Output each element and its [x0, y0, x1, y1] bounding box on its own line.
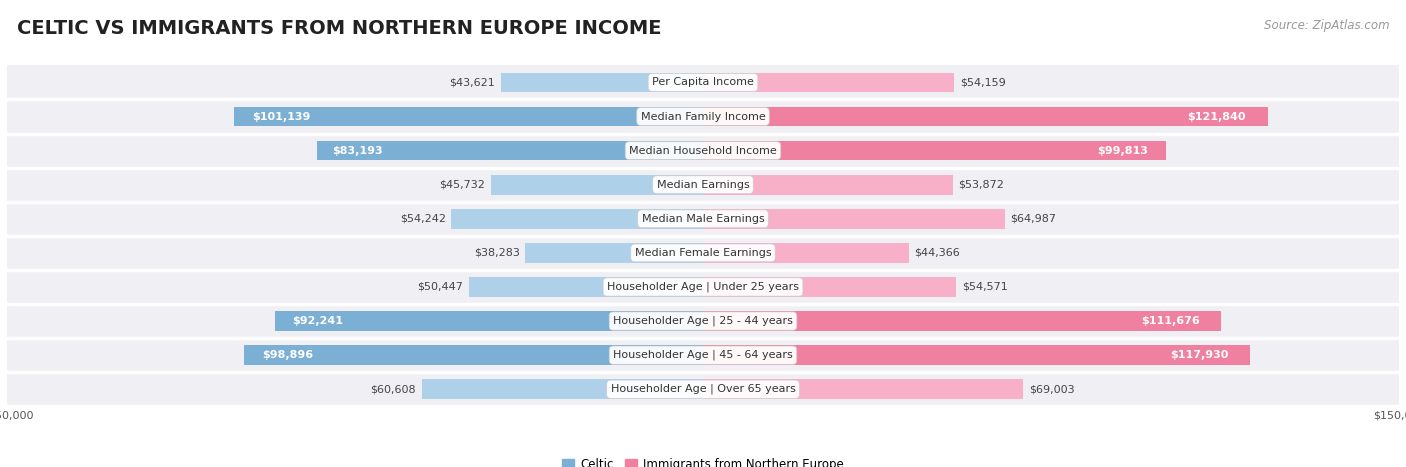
Text: $45,732: $45,732 — [439, 180, 485, 190]
Bar — [703, 277, 956, 297]
Text: Householder Age | Over 65 years: Householder Age | Over 65 years — [610, 384, 796, 395]
Bar — [703, 141, 1166, 161]
Text: $64,987: $64,987 — [1010, 214, 1056, 224]
Bar — [491, 175, 703, 195]
Bar — [316, 141, 703, 161]
Bar — [422, 379, 703, 399]
Text: $50,447: $50,447 — [418, 282, 464, 292]
Bar — [7, 99, 1399, 134]
Text: $98,896: $98,896 — [263, 350, 314, 360]
Text: Householder Age | Under 25 years: Householder Age | Under 25 years — [607, 282, 799, 292]
Text: $101,139: $101,139 — [253, 112, 311, 121]
Text: Median Household Income: Median Household Income — [628, 146, 778, 156]
Bar — [245, 345, 703, 365]
Text: Source: ZipAtlas.com: Source: ZipAtlas.com — [1264, 19, 1389, 32]
Text: $111,676: $111,676 — [1142, 316, 1201, 326]
Bar — [7, 134, 1399, 168]
Text: $54,571: $54,571 — [962, 282, 1008, 292]
Text: Median Family Income: Median Family Income — [641, 112, 765, 121]
Bar — [7, 168, 1399, 202]
Text: $43,621: $43,621 — [450, 78, 495, 87]
Text: $83,193: $83,193 — [332, 146, 382, 156]
Text: Householder Age | 25 - 44 years: Householder Age | 25 - 44 years — [613, 316, 793, 326]
Text: Householder Age | 45 - 64 years: Householder Age | 45 - 64 years — [613, 350, 793, 361]
Bar — [276, 311, 703, 331]
Bar — [703, 243, 908, 263]
Text: Median Earnings: Median Earnings — [657, 180, 749, 190]
Bar — [451, 209, 703, 229]
Legend: Celtic, Immigrants from Northern Europe: Celtic, Immigrants from Northern Europe — [558, 453, 848, 467]
Text: $38,283: $38,283 — [474, 248, 520, 258]
Bar — [7, 65, 1399, 99]
Text: $117,930: $117,930 — [1170, 350, 1229, 360]
Text: $60,608: $60,608 — [371, 384, 416, 394]
Text: $121,840: $121,840 — [1187, 112, 1246, 121]
Text: CELTIC VS IMMIGRANTS FROM NORTHERN EUROPE INCOME: CELTIC VS IMMIGRANTS FROM NORTHERN EUROP… — [17, 19, 661, 38]
Bar — [233, 106, 703, 127]
Text: $54,159: $54,159 — [960, 78, 1005, 87]
Text: Median Male Earnings: Median Male Earnings — [641, 214, 765, 224]
Bar — [703, 345, 1250, 365]
Bar — [7, 304, 1399, 338]
Bar — [7, 236, 1399, 270]
Bar — [501, 72, 703, 92]
Text: $69,003: $69,003 — [1029, 384, 1074, 394]
Text: $92,241: $92,241 — [292, 316, 343, 326]
Text: $53,872: $53,872 — [959, 180, 1004, 190]
Bar — [526, 243, 703, 263]
Bar — [703, 379, 1024, 399]
Text: $44,366: $44,366 — [914, 248, 960, 258]
Bar — [703, 106, 1268, 127]
Bar — [703, 311, 1222, 331]
Text: Per Capita Income: Per Capita Income — [652, 78, 754, 87]
Bar — [7, 202, 1399, 236]
Bar — [703, 72, 955, 92]
Text: $99,813: $99,813 — [1097, 146, 1147, 156]
Bar — [703, 209, 1004, 229]
Text: $54,242: $54,242 — [399, 214, 446, 224]
Bar — [470, 277, 703, 297]
Text: Median Female Earnings: Median Female Earnings — [634, 248, 772, 258]
Bar — [7, 270, 1399, 304]
Bar — [7, 372, 1399, 406]
Bar — [703, 175, 953, 195]
Bar — [7, 338, 1399, 372]
